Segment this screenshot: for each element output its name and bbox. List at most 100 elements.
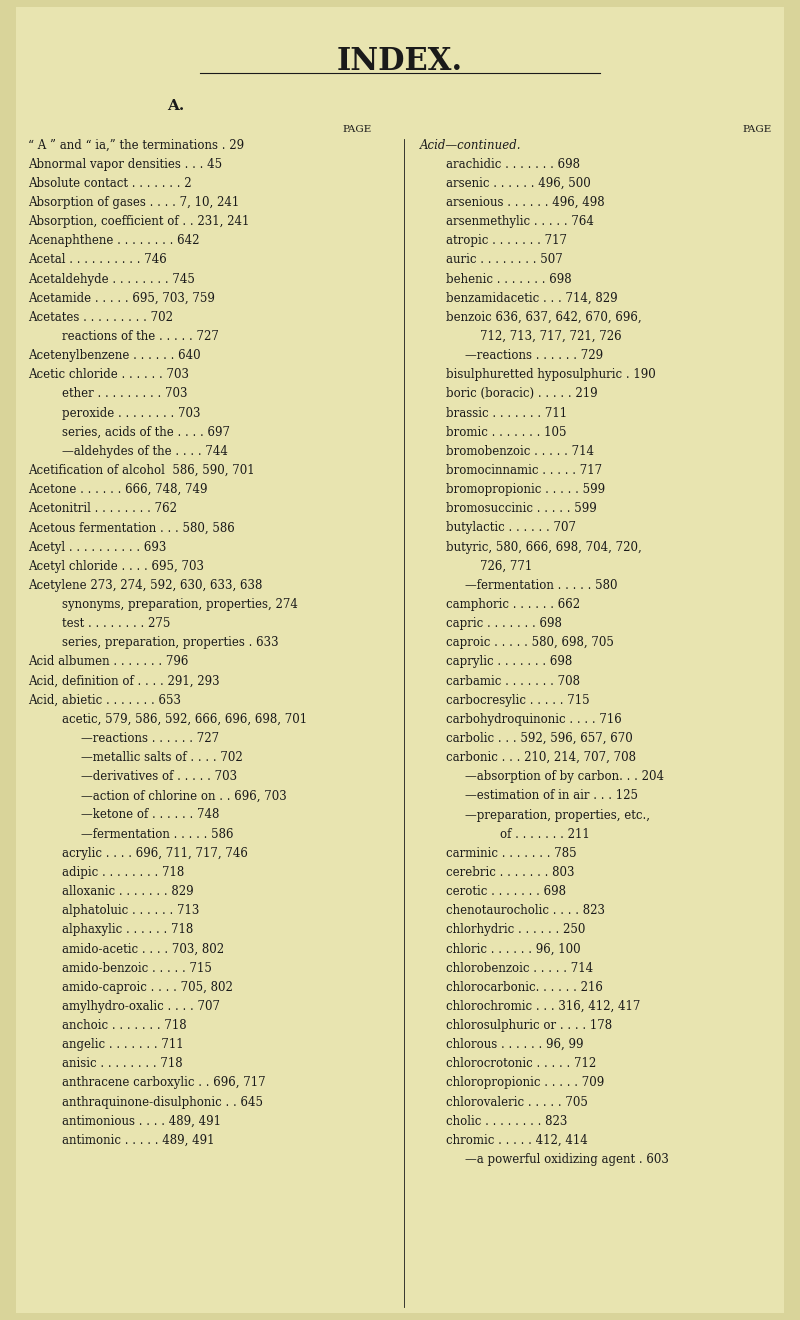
Text: anchoic . . . . . . . 718: anchoic . . . . . . . 718 <box>47 1019 187 1032</box>
Text: benzamidacetic . . . 714, 829: benzamidacetic . . . 714, 829 <box>431 292 618 305</box>
Text: INDEX.: INDEX. <box>337 46 463 77</box>
Text: amido-acetic . . . . 703, 802: amido-acetic . . . . 703, 802 <box>47 942 224 956</box>
Text: butylactic . . . . . . 707: butylactic . . . . . . 707 <box>431 521 576 535</box>
Text: Acid—continued.: Acid—continued. <box>420 139 522 152</box>
Text: —aldehydes of the . . . . 744: —aldehydes of the . . . . 744 <box>47 445 228 458</box>
Text: 726, 771: 726, 771 <box>450 560 533 573</box>
Text: Acetic chloride . . . . . . 703: Acetic chloride . . . . . . 703 <box>28 368 189 381</box>
Text: Acetonitril . . . . . . . . 762: Acetonitril . . . . . . . . 762 <box>28 503 177 515</box>
Text: caprylic . . . . . . . 698: caprylic . . . . . . . 698 <box>431 655 573 668</box>
Text: —reactions . . . . . . 727: —reactions . . . . . . 727 <box>66 731 219 744</box>
Text: reactions of the . . . . . 727: reactions of the . . . . . 727 <box>47 330 219 343</box>
Text: cholic . . . . . . . . 823: cholic . . . . . . . . 823 <box>431 1114 567 1127</box>
Text: cerotic . . . . . . . 698: cerotic . . . . . . . 698 <box>431 884 566 898</box>
Text: alphaxylic . . . . . . 718: alphaxylic . . . . . . 718 <box>47 924 194 936</box>
Text: Acetyl chloride . . . . 695, 703: Acetyl chloride . . . . 695, 703 <box>28 560 204 573</box>
Text: 712, 713, 717, 721, 726: 712, 713, 717, 721, 726 <box>450 330 622 343</box>
Text: chlorocrotonic . . . . . 712: chlorocrotonic . . . . . 712 <box>431 1057 597 1071</box>
Text: anisic . . . . . . . . 718: anisic . . . . . . . . 718 <box>47 1057 183 1071</box>
Text: atropic . . . . . . . 717: atropic . . . . . . . 717 <box>431 235 567 247</box>
Text: Absorption, coefficient of . . 231, 241: Absorption, coefficient of . . 231, 241 <box>28 215 250 228</box>
Text: Absorption of gases . . . . 7, 10, 241: Absorption of gases . . . . 7, 10, 241 <box>28 195 239 209</box>
Text: adipic . . . . . . . . 718: adipic . . . . . . . . 718 <box>47 866 185 879</box>
Text: carbocresylic . . . . . 715: carbocresylic . . . . . 715 <box>431 694 590 706</box>
Text: cerebric . . . . . . . 803: cerebric . . . . . . . 803 <box>431 866 574 879</box>
Text: bromopropionic . . . . . 599: bromopropionic . . . . . 599 <box>431 483 606 496</box>
Text: —action of chlorine on . . 696, 703: —action of chlorine on . . 696, 703 <box>66 789 287 803</box>
Text: benzoic 636, 637, 642, 670, 696,: benzoic 636, 637, 642, 670, 696, <box>431 312 642 323</box>
Text: carbamic . . . . . . . 708: carbamic . . . . . . . 708 <box>431 675 580 688</box>
Text: —a powerful oxidizing agent . 603: —a powerful oxidizing agent . 603 <box>450 1154 670 1166</box>
Text: acetic, 579, 586, 592, 666, 696, 698, 701: acetic, 579, 586, 592, 666, 696, 698, 70… <box>47 713 307 726</box>
Text: arsenic . . . . . . 496, 500: arsenic . . . . . . 496, 500 <box>431 177 591 190</box>
Text: Acetates . . . . . . . . . 702: Acetates . . . . . . . . . 702 <box>28 312 173 323</box>
Text: of . . . . . . . 211: of . . . . . . . 211 <box>470 828 590 841</box>
Text: Acetylene 273, 274, 592, 630, 633, 638: Acetylene 273, 274, 592, 630, 633, 638 <box>28 578 262 591</box>
Text: chlorochromic . . . 316, 412, 417: chlorochromic . . . 316, 412, 417 <box>431 1001 641 1012</box>
Text: chloric . . . . . . 96, 100: chloric . . . . . . 96, 100 <box>431 942 581 956</box>
Text: Acetenylbenzene . . . . . . 640: Acetenylbenzene . . . . . . 640 <box>28 348 201 362</box>
Text: Acid, abietic . . . . . . . 653: Acid, abietic . . . . . . . 653 <box>28 694 181 706</box>
Text: anthraquinone-disulphonic . . 645: anthraquinone-disulphonic . . 645 <box>47 1096 263 1109</box>
Text: alphatoluic . . . . . . 713: alphatoluic . . . . . . 713 <box>47 904 199 917</box>
Text: —preparation, properties, etc.,: —preparation, properties, etc., <box>450 808 650 821</box>
Text: —fermentation . . . . . 586: —fermentation . . . . . 586 <box>66 828 234 841</box>
Text: antimonic . . . . . 489, 491: antimonic . . . . . 489, 491 <box>47 1134 214 1147</box>
Text: chenotaurocholic . . . . 823: chenotaurocholic . . . . 823 <box>431 904 606 917</box>
Text: PAGE: PAGE <box>742 125 772 135</box>
Text: amido-benzoic . . . . . 715: amido-benzoic . . . . . 715 <box>47 961 212 974</box>
Text: caproic . . . . . 580, 698, 705: caproic . . . . . 580, 698, 705 <box>431 636 614 649</box>
Text: Acetamide . . . . . 695, 703, 759: Acetamide . . . . . 695, 703, 759 <box>28 292 215 305</box>
Text: arsenmethylic . . . . . 764: arsenmethylic . . . . . 764 <box>431 215 594 228</box>
Text: chlorosulphuric or . . . . 178: chlorosulphuric or . . . . 178 <box>431 1019 612 1032</box>
Text: Acid, definition of . . . . 291, 293: Acid, definition of . . . . 291, 293 <box>28 675 220 688</box>
Text: anthracene carboxylic . . 696, 717: anthracene carboxylic . . 696, 717 <box>47 1077 266 1089</box>
Text: behenic . . . . . . . 698: behenic . . . . . . . 698 <box>431 272 572 285</box>
Text: auric . . . . . . . . 507: auric . . . . . . . . 507 <box>431 253 563 267</box>
Text: alloxanic . . . . . . . 829: alloxanic . . . . . . . 829 <box>47 884 194 898</box>
Text: capric . . . . . . . 698: capric . . . . . . . 698 <box>431 618 562 630</box>
Text: bromocinnamic . . . . . 717: bromocinnamic . . . . . 717 <box>431 465 602 477</box>
Text: —metallic salts of . . . . 702: —metallic salts of . . . . 702 <box>66 751 243 764</box>
Text: Acetification of alcohol  586, 590, 701: Acetification of alcohol 586, 590, 701 <box>28 465 254 477</box>
Text: amido-caproic . . . . 705, 802: amido-caproic . . . . 705, 802 <box>47 981 233 994</box>
Text: carbohydroquinonic . . . . 716: carbohydroquinonic . . . . 716 <box>431 713 622 726</box>
Text: —fermentation . . . . . 580: —fermentation . . . . . 580 <box>450 578 618 591</box>
Text: Acetous fermentation . . . 580, 586: Acetous fermentation . . . 580, 586 <box>28 521 234 535</box>
Text: “ A ” and “ ia,” the terminations . 29: “ A ” and “ ia,” the terminations . 29 <box>28 139 244 152</box>
Text: chlorocarbonic. . . . . . 216: chlorocarbonic. . . . . . 216 <box>431 981 603 994</box>
Text: Acetyl . . . . . . . . . . 693: Acetyl . . . . . . . . . . 693 <box>28 541 166 553</box>
Text: synonyms, preparation, properties, 274: synonyms, preparation, properties, 274 <box>47 598 298 611</box>
Text: Absolute contact . . . . . . . 2: Absolute contact . . . . . . . 2 <box>28 177 192 190</box>
Text: chlorovaleric . . . . . 705: chlorovaleric . . . . . 705 <box>431 1096 588 1109</box>
Text: acrylic . . . . 696, 711, 717, 746: acrylic . . . . 696, 711, 717, 746 <box>47 847 248 859</box>
Text: —reactions . . . . . . 729: —reactions . . . . . . 729 <box>450 348 603 362</box>
Text: carbolic . . . 592, 596, 657, 670: carbolic . . . 592, 596, 657, 670 <box>431 731 633 744</box>
Text: chlorobenzoic . . . . . 714: chlorobenzoic . . . . . 714 <box>431 961 594 974</box>
Text: bromobenzoic . . . . . 714: bromobenzoic . . . . . 714 <box>431 445 594 458</box>
Text: series, acids of the . . . . 697: series, acids of the . . . . 697 <box>47 425 230 438</box>
Text: chloropropionic . . . . . 709: chloropropionic . . . . . 709 <box>431 1077 605 1089</box>
Text: —estimation of in air . . . 125: —estimation of in air . . . 125 <box>450 789 638 803</box>
Text: camphoric . . . . . . 662: camphoric . . . . . . 662 <box>431 598 580 611</box>
Text: peroxide . . . . . . . . 703: peroxide . . . . . . . . 703 <box>47 407 201 420</box>
Text: test . . . . . . . . 275: test . . . . . . . . 275 <box>47 618 170 630</box>
Text: arachidic . . . . . . . 698: arachidic . . . . . . . 698 <box>431 158 580 170</box>
Text: bromosuccinic . . . . . 599: bromosuccinic . . . . . 599 <box>431 503 597 515</box>
Text: —absorption of by carbon. . . 204: —absorption of by carbon. . . 204 <box>450 771 665 783</box>
Text: series, preparation, properties . 633: series, preparation, properties . 633 <box>47 636 279 649</box>
Text: chromic . . . . . 412, 414: chromic . . . . . 412, 414 <box>431 1134 588 1147</box>
Text: ether . . . . . . . . . 703: ether . . . . . . . . . 703 <box>47 388 188 400</box>
Text: Abnormal vapor densities . . . 45: Abnormal vapor densities . . . 45 <box>28 158 222 170</box>
Text: A.: A. <box>167 99 185 114</box>
Text: antimonious . . . . 489, 491: antimonious . . . . 489, 491 <box>47 1114 221 1127</box>
Text: angelic . . . . . . . 711: angelic . . . . . . . 711 <box>47 1038 184 1051</box>
Text: Acetal . . . . . . . . . . 746: Acetal . . . . . . . . . . 746 <box>28 253 166 267</box>
Text: —derivatives of . . . . . 703: —derivatives of . . . . . 703 <box>66 771 238 783</box>
Text: Acid albumen . . . . . . . 796: Acid albumen . . . . . . . 796 <box>28 655 188 668</box>
Text: bromic . . . . . . . 105: bromic . . . . . . . 105 <box>431 425 566 438</box>
Text: PAGE: PAGE <box>342 125 372 135</box>
Text: arsenious . . . . . . 496, 498: arsenious . . . . . . 496, 498 <box>431 195 605 209</box>
Text: carbonic . . . 210, 214, 707, 708: carbonic . . . 210, 214, 707, 708 <box>431 751 636 764</box>
Text: chlorous . . . . . . 96, 99: chlorous . . . . . . 96, 99 <box>431 1038 584 1051</box>
